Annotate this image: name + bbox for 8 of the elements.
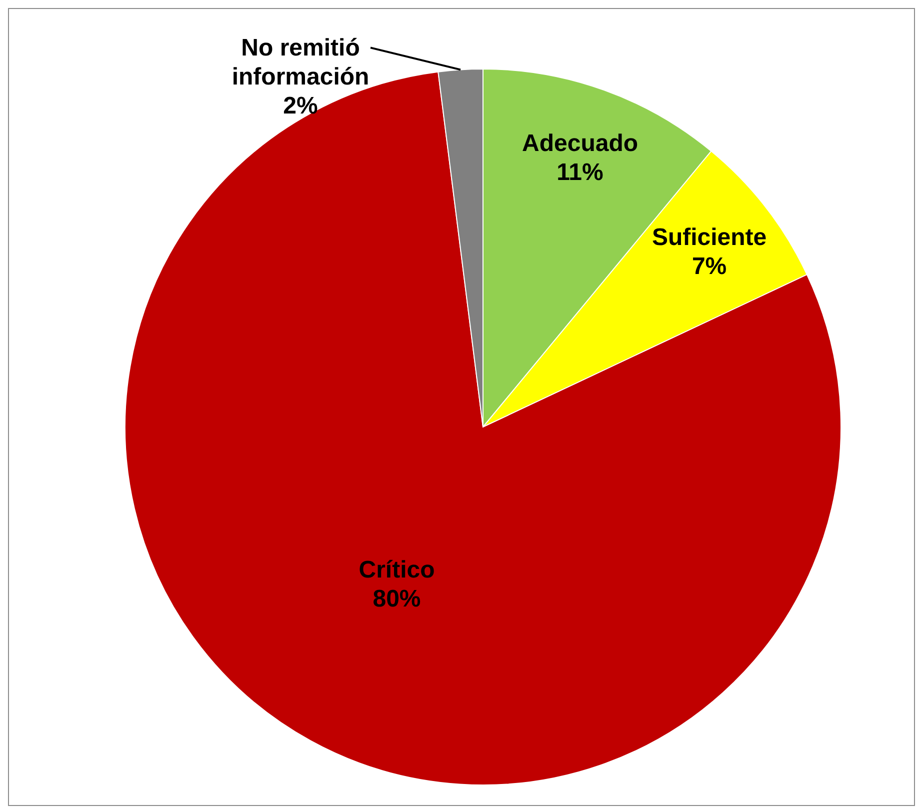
slice-label: Adecuado	[522, 130, 638, 158]
data-label: 2%	[283, 92, 318, 120]
slice-label: No remitió información	[232, 34, 370, 91]
data-label: 11%	[556, 159, 604, 186]
data-label: 7%	[692, 252, 727, 280]
data-label: 80%	[372, 585, 421, 612]
slice-label: Crítico	[358, 556, 435, 584]
slice-label: Suficiente	[652, 224, 767, 251]
